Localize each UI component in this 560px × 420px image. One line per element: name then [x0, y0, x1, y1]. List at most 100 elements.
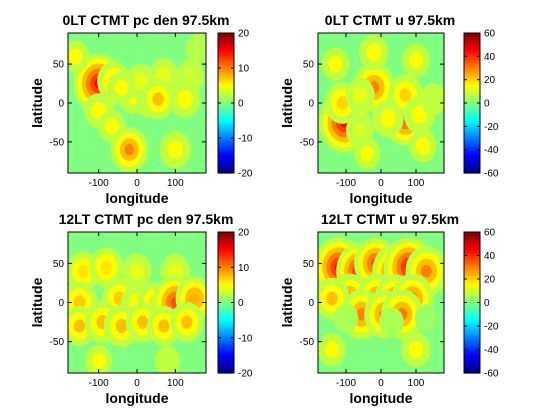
colorbar-swatch — [464, 72, 480, 76]
colorbar-swatch — [464, 302, 480, 306]
colorbar-swatch — [218, 94, 234, 98]
colorbar-swatch — [218, 155, 234, 159]
colorbar-swatch — [218, 83, 234, 87]
colorbar-swatch — [218, 254, 234, 257]
colorbar-swatch — [218, 262, 234, 266]
colorbar-swatch — [218, 267, 234, 271]
contour-field — [68, 33, 206, 173]
colorbar-swatch — [218, 366, 234, 370]
colorbar-swatch — [218, 144, 234, 148]
colorbar-swatch — [218, 157, 234, 161]
colorbar-swatch — [218, 326, 234, 330]
colorbar-swatch — [464, 133, 480, 137]
colorbar-swatch — [464, 146, 480, 150]
colorbar: 20 10 0 -10 -20 — [217, 29, 253, 180]
colorbar-swatch — [464, 293, 480, 297]
contour-feature — [91, 353, 106, 370]
colorbar-swatch — [464, 355, 480, 359]
colorbar-swatch — [464, 148, 480, 152]
colorbar-swatch — [218, 251, 234, 255]
colorbar-swatch — [464, 131, 480, 135]
colorbar-swatch — [464, 151, 480, 154]
x-tick-label: 0 — [134, 378, 140, 389]
colorbar: 60 40 20 0 -20 -40 -60 — [463, 29, 499, 180]
x-tick-label: 100 — [408, 378, 425, 389]
colorbar-swatch — [218, 331, 234, 334]
colorbar-swatch — [218, 72, 234, 76]
colorbar-swatch — [218, 295, 234, 299]
colorbar-tick-label: 10 — [238, 64, 250, 75]
colorbar-swatch — [218, 122, 234, 126]
colorbar-swatch — [464, 92, 480, 95]
colorbar-swatch — [218, 96, 234, 100]
contour-feature — [68, 48, 83, 65]
colorbar-swatch — [218, 76, 234, 80]
colorbar-tick-label: 0 — [238, 99, 244, 110]
colorbar-swatch — [218, 284, 234, 288]
colorbar-swatch — [464, 344, 480, 348]
colorbar-swatch — [218, 359, 234, 363]
colorbar-swatch — [218, 162, 234, 165]
x-axis-label: longitude — [350, 390, 413, 406]
colorbar-swatch — [464, 76, 480, 80]
colorbar-swatch — [464, 278, 480, 282]
colorbar-swatch — [464, 339, 480, 343]
colorbar-swatch — [464, 78, 480, 82]
colorbar-swatch — [218, 333, 234, 337]
contour-feature — [336, 96, 349, 110]
colorbar-swatch — [464, 120, 480, 124]
colorbar-swatch — [218, 348, 234, 352]
colorbar-swatch — [464, 251, 480, 255]
colorbar-swatch — [218, 81, 234, 84]
colorbar-swatch — [464, 124, 480, 128]
colorbar-swatch — [464, 357, 480, 361]
contour-feature — [155, 346, 181, 373]
colorbar-swatch — [464, 236, 480, 240]
colorbar-swatch — [464, 333, 480, 337]
colorbar-swatch — [464, 103, 480, 106]
x-tick-label: -100 — [336, 178, 356, 189]
colorbar-swatch — [218, 85, 234, 89]
colorbar-swatch — [218, 142, 234, 146]
colorbar-swatch — [218, 355, 234, 359]
colorbar-swatch — [218, 170, 234, 174]
panel-2: -100 0 100 50 0 -50 0LT CTMT u 97.5km longitude… — [279, 12, 499, 206]
colorbar-tick-label: 20 — [238, 228, 250, 239]
colorbar-swatch — [464, 234, 480, 238]
colorbar-swatch — [464, 232, 480, 235]
x-tick-label: 0 — [378, 178, 384, 189]
colorbar-swatch — [218, 46, 234, 49]
colorbar-swatch — [464, 309, 480, 312]
colorbar-swatch — [464, 157, 480, 161]
contour-feature — [328, 55, 343, 73]
y-tick-label: 0 — [308, 298, 314, 309]
colorbar-swatch — [218, 65, 234, 69]
colorbar-swatch — [218, 291, 234, 295]
colorbar-swatch — [464, 328, 480, 332]
colorbar-swatch — [218, 298, 234, 301]
contour-feature — [114, 79, 129, 96]
colorbar-swatch — [218, 92, 234, 95]
colorbar-swatch — [464, 107, 480, 111]
colorbar-swatch — [464, 94, 480, 98]
colorbar-swatch — [464, 61, 480, 65]
colorbar-swatch — [218, 300, 234, 304]
x-tick-label: 0 — [378, 378, 384, 389]
contour-feature — [73, 319, 86, 333]
colorbar-swatch — [218, 63, 234, 67]
colorbar: 20 10 0 -10 -20 — [217, 228, 253, 380]
colorbar-swatch — [464, 87, 480, 91]
contour-feature — [408, 340, 424, 359]
colorbar-swatch — [218, 74, 234, 78]
colorbar-swatch — [464, 350, 480, 354]
colorbar-swatch — [218, 41, 234, 45]
colorbar-swatch — [218, 370, 234, 374]
colorbar-swatch — [218, 249, 234, 253]
colorbar-swatch — [218, 146, 234, 150]
colorbar-tick-label: 10 — [238, 263, 250, 274]
colorbar-swatch — [464, 116, 480, 119]
y-tick-label: 50 — [53, 60, 65, 71]
colorbar-swatch — [464, 359, 480, 363]
